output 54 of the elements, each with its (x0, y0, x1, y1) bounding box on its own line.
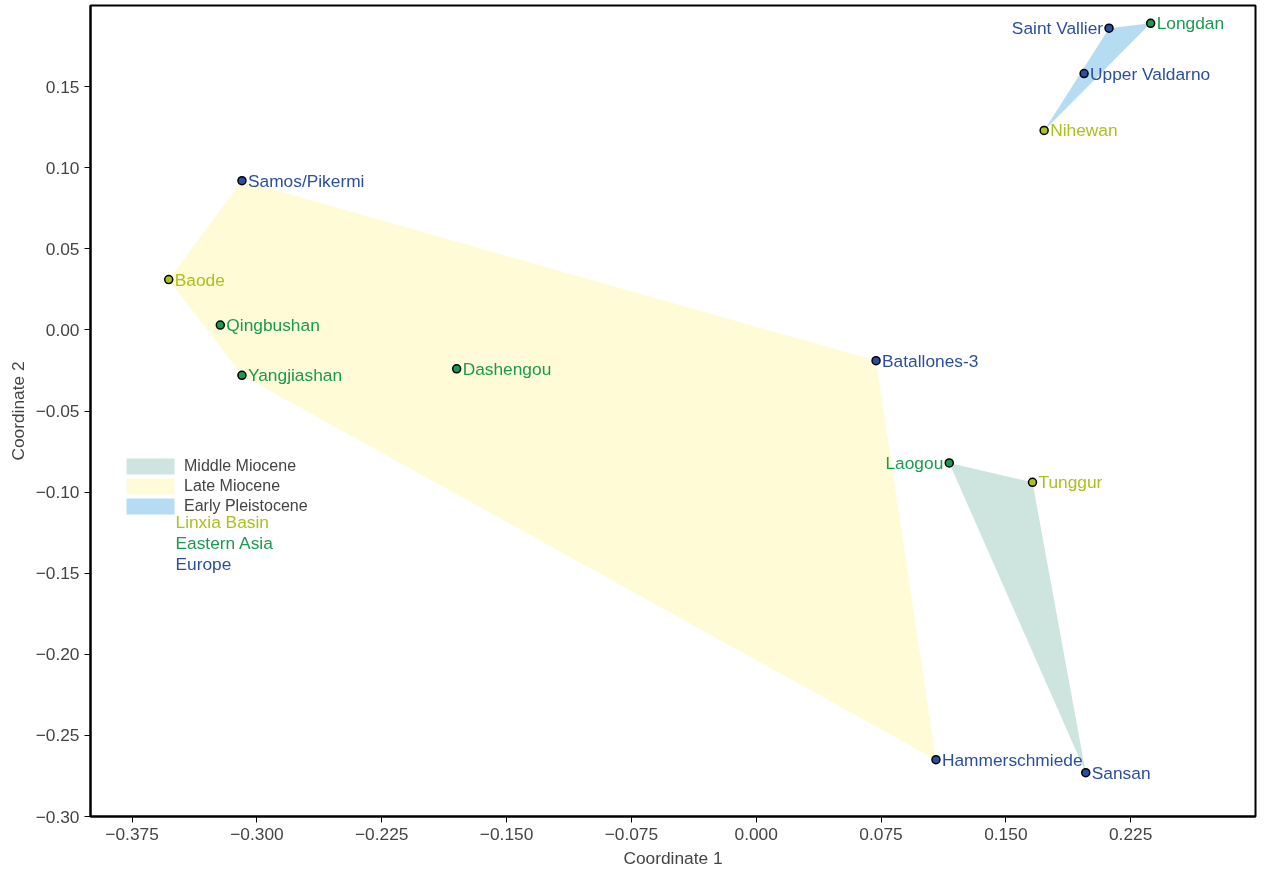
x-tick-label: 0.225 (1109, 823, 1153, 844)
data-label: Laogou (885, 452, 944, 473)
data-label: Yangjiashan (247, 365, 343, 386)
y-tick-label: −0.05 (35, 401, 80, 421)
y-tick-label: 0.10 (45, 157, 80, 178)
x-tick-label: −0.225 (355, 823, 409, 844)
point (451, 364, 462, 374)
legend-label: Middle Miocene (184, 457, 297, 475)
legend-label: Early Pleistocene (184, 497, 308, 514)
legend-label: Late Miocene (184, 477, 281, 495)
data-label: Batallones-3 (882, 350, 979, 371)
data-label: Baode (174, 269, 225, 290)
y-axis-title: Coordinate 2 (7, 361, 28, 461)
point (944, 458, 955, 468)
x-tick-label: −0.150 (479, 823, 534, 844)
y-tick-label: 0.15 (45, 76, 80, 97)
y-tick-label: −0.10 (35, 482, 80, 503)
data-label: Tunggur (1038, 472, 1103, 493)
point (931, 754, 941, 765)
data-label: Longdan (1156, 13, 1225, 34)
data-label: Sansan (1091, 762, 1151, 783)
point (871, 355, 881, 366)
y-tick-label: −0.30 (35, 806, 80, 827)
point (1027, 477, 1038, 488)
point (1039, 125, 1049, 136)
x-tick-label: −0.375 (105, 823, 159, 844)
y-tick-label: −0.20 (35, 644, 80, 665)
point (1145, 18, 1156, 29)
y-tick-label: 0.05 (45, 238, 80, 259)
data-label: Qingbushan (226, 315, 320, 336)
x-tick-label: −0.075 (604, 823, 659, 844)
y-tick-label: 0.00 (45, 319, 80, 340)
text: Eastern Asia (175, 532, 274, 553)
point (1079, 68, 1089, 79)
point (1080, 767, 1091, 778)
point (1104, 23, 1114, 33)
data-label: Saint Vallier (1011, 18, 1104, 39)
x-axis-title: Coordinate 1 (623, 847, 723, 868)
point (237, 175, 247, 186)
data-label: Upper Valdarno (1090, 63, 1211, 84)
data-label: Hammerschmiede (941, 749, 1083, 770)
text: Europe (175, 553, 232, 574)
x-tick-label: −0.300 (230, 823, 284, 844)
data-label: Nihewan (1050, 120, 1118, 141)
point (237, 370, 247, 381)
x-tick-label: 0.150 (984, 823, 1028, 844)
y-tick-label: −0.15 (35, 563, 80, 584)
data-label: Samos/Pikermi (247, 170, 365, 191)
data-label: Dashengou (462, 358, 552, 379)
point (163, 274, 174, 285)
y-tick-label: −0.25 (35, 725, 80, 746)
x-tick-label: 0.075 (859, 823, 903, 844)
point (215, 320, 226, 330)
x-tick-label: 0.000 (734, 823, 778, 844)
